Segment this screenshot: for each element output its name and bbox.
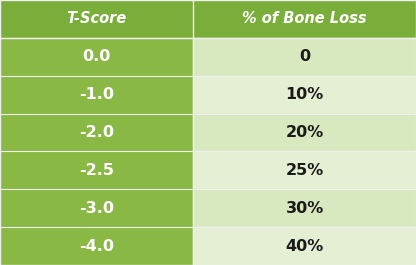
Text: 20%: 20% [286,125,324,140]
Text: % of Bone Loss: % of Bone Loss [243,11,367,26]
Text: 25%: 25% [286,163,324,178]
Text: -3.0: -3.0 [79,201,114,216]
Bar [193,76,416,114]
Text: 0: 0 [299,49,310,64]
Bar [0,189,193,227]
Bar [193,151,416,189]
Text: -2.0: -2.0 [79,125,114,140]
Bar [193,227,416,265]
Text: -2.5: -2.5 [79,163,114,178]
Text: -4.0: -4.0 [79,238,114,254]
Bar [0,38,193,76]
Text: 40%: 40% [286,238,324,254]
Bar [0,151,193,189]
Text: -1.0: -1.0 [79,87,114,102]
Bar [0,227,193,265]
Text: T-Score: T-Score [67,11,127,26]
Bar [0,114,193,151]
Bar [193,114,416,151]
Text: 10%: 10% [286,87,324,102]
Text: 0.0: 0.0 [82,49,111,64]
Text: 30%: 30% [286,201,324,216]
Bar [193,189,416,227]
Bar [193,38,416,76]
Bar [0,76,193,114]
Bar [0,0,416,38]
